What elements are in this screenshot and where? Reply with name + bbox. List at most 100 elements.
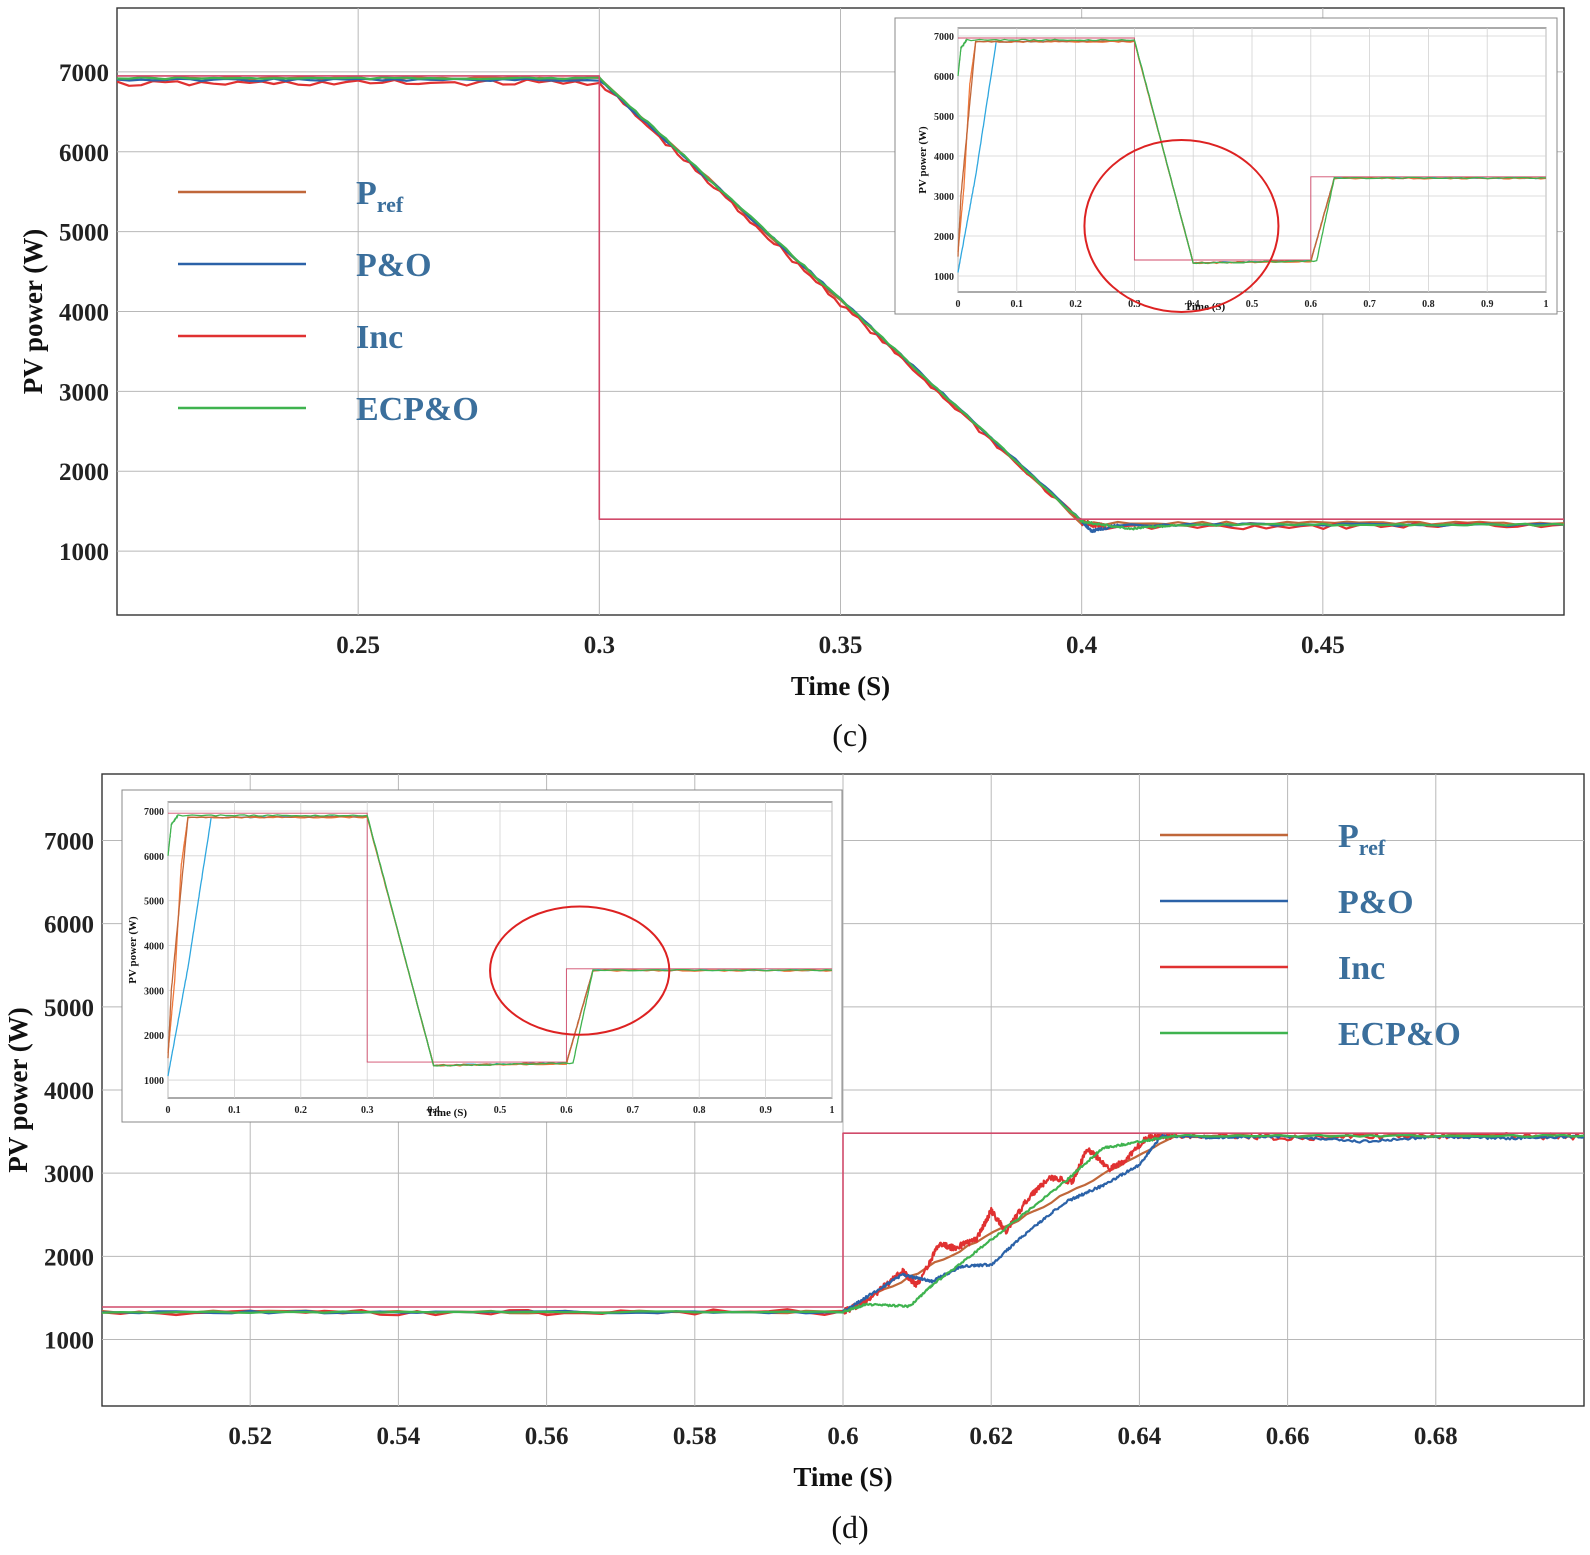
x-tick-label: 0.6 bbox=[827, 1423, 858, 1450]
inset-x-tick-label: 1 bbox=[1544, 299, 1549, 310]
inset-y-tick-label: 1000 bbox=[144, 1076, 164, 1087]
legend-label-main: P&O bbox=[1338, 884, 1414, 921]
inset-series-line-ecpo bbox=[957, 38, 1547, 265]
y-tick-label: 3000 bbox=[59, 379, 109, 406]
inset-series-line-ref_step bbox=[958, 37, 1546, 261]
inset-x-tick-label: 0.7 bbox=[1363, 299, 1376, 310]
x-tick-label: 0.68 bbox=[1414, 1423, 1458, 1450]
legend-label-sub: ref bbox=[377, 192, 404, 217]
y-tick-label: 7000 bbox=[59, 60, 109, 87]
legend: Pref P&O Inc ECP&O bbox=[1160, 818, 1461, 1053]
series-line-po bbox=[102, 1134, 1584, 1315]
x-tick-label: 0.62 bbox=[969, 1423, 1013, 1450]
panel-label: (c) bbox=[832, 717, 868, 753]
inset-x-tick-label: 0.9 bbox=[1481, 299, 1494, 310]
y-tick-label: 1000 bbox=[44, 1327, 94, 1354]
y-tick-label: 6000 bbox=[44, 912, 94, 939]
legend-label-po: P&O bbox=[1338, 884, 1414, 921]
inset-y-tick-label: 2000 bbox=[934, 232, 954, 243]
x-tick-label: 0.4 bbox=[1066, 632, 1098, 659]
inset-x-tick-label: 0.9 bbox=[759, 1105, 772, 1116]
inset-x-tick-label: 0.4 bbox=[1187, 299, 1200, 310]
series-group bbox=[117, 75, 1564, 534]
legend-label-main: P&O bbox=[356, 247, 432, 284]
inset-y-tick-label: 3000 bbox=[934, 192, 954, 203]
inset-x-tick-label: 0.8 bbox=[693, 1105, 706, 1116]
inset-series-line-ref_step bbox=[168, 812, 832, 1063]
x-tick-label: 0.45 bbox=[1301, 632, 1345, 659]
x-axis-label: Time (S) bbox=[791, 671, 890, 701]
inset-x-axis-label: Time (S) bbox=[427, 1107, 468, 1119]
inset-x-tick-label: 0.3 bbox=[361, 1105, 374, 1116]
inset-y-tick-label: 4000 bbox=[934, 152, 954, 163]
legend-label-main: ECP&O bbox=[356, 391, 479, 428]
inset-y-tick-label: 3000 bbox=[144, 986, 164, 997]
inset-y-tick-label: 1000 bbox=[934, 272, 954, 283]
inset-y-tick-label: 5000 bbox=[144, 897, 164, 908]
series-line-ecpo bbox=[102, 1133, 1584, 1315]
y-tick-label: 5000 bbox=[44, 995, 94, 1022]
legend-label-main: P bbox=[1338, 818, 1359, 855]
inset-x-tick-label: 0.2 bbox=[295, 1105, 308, 1116]
inset-y-tick-label: 5000 bbox=[934, 112, 954, 123]
inset-chart: 1000 2000 3000 4000 5000 6000 7000 0 0.1 0.2 0.3 0.… bbox=[894, 17, 1558, 315]
x-tick-label: 0.52 bbox=[228, 1423, 272, 1450]
legend-label-main: Inc bbox=[1338, 950, 1385, 987]
x-axis-label: Time (S) bbox=[793, 1462, 892, 1492]
x-tick-label: 0.56 bbox=[525, 1423, 569, 1450]
legend-label-po: P&O bbox=[356, 247, 432, 284]
inset-x-tick-label: 0.2 bbox=[1069, 299, 1082, 310]
legend-label-pref: Pref bbox=[1338, 818, 1386, 860]
x-tick-label: 0.35 bbox=[819, 632, 863, 659]
legend-label-inc: Inc bbox=[356, 319, 403, 356]
inset-x-tick-label: 0.6 bbox=[1305, 299, 1318, 310]
x-tick-label: 0.3 bbox=[584, 632, 615, 659]
inset-x-tick-label: 0.5 bbox=[1246, 299, 1259, 310]
inset-background bbox=[894, 17, 1558, 315]
inset-y-tick-label: 2000 bbox=[144, 1031, 164, 1042]
inset-x-tick-label: 0.3 bbox=[1128, 299, 1141, 310]
inset-x-tick-label: 0.7 bbox=[627, 1105, 640, 1116]
y-tick-label: 2000 bbox=[59, 459, 109, 486]
y-tick-label: 5000 bbox=[59, 220, 109, 247]
legend-label-pref: Pref bbox=[356, 175, 404, 217]
y-axis-label: PV power (W) bbox=[18, 229, 48, 394]
inset-x-tick-label: 0 bbox=[166, 1105, 171, 1116]
y-tick-label: 4000 bbox=[59, 300, 109, 327]
inset-x-tick-label: 0.1 bbox=[228, 1105, 241, 1116]
inset-y-tick-label: 4000 bbox=[144, 942, 164, 953]
legend-label-main: Inc bbox=[356, 319, 403, 356]
x-tick-label: 0.66 bbox=[1266, 1423, 1310, 1450]
x-tick-label: 0.58 bbox=[673, 1423, 717, 1450]
inset-chart: 1000 2000 3000 4000 5000 6000 7000 0 0.1 0.2 0.3 0.… bbox=[121, 789, 843, 1123]
inset-x-tick-label: 0.4 bbox=[427, 1105, 440, 1116]
legend-label-main: ECP&O bbox=[1338, 1016, 1461, 1053]
legend-label-inc: Inc bbox=[1338, 950, 1385, 987]
inset-background bbox=[121, 789, 843, 1123]
inset-y-tick-label: 6000 bbox=[934, 72, 954, 83]
inset-y-axis-label: PV power (W) bbox=[917, 126, 929, 194]
inset-x-tick-label: 0 bbox=[956, 299, 961, 310]
legend-label-main: P bbox=[356, 175, 377, 212]
y-axis-label: PV power (W) bbox=[3, 1007, 33, 1172]
series-line-ref_step bbox=[117, 75, 1564, 520]
x-tick-label: 0.64 bbox=[1118, 1423, 1162, 1450]
inset-highlight-ellipse bbox=[489, 905, 671, 1036]
inset-x-tick-label: 0.8 bbox=[1422, 299, 1435, 310]
y-tick-label: 7000 bbox=[44, 829, 94, 856]
inset-y-axis-label: PV power (W) bbox=[127, 916, 139, 984]
chart-d: 1000 2000 3000 4000 5000 6000 7000 0.52 0.54 0.56… bbox=[3, 773, 1585, 1545]
x-tick-label: 0.25 bbox=[336, 632, 380, 659]
inset-series-line-ecpo bbox=[167, 814, 833, 1067]
x-tick-label: 0.54 bbox=[377, 1423, 421, 1450]
inset-x-axis-label: Time (S) bbox=[1185, 301, 1226, 313]
y-tick-label: 2000 bbox=[44, 1244, 94, 1271]
y-tick-label: 1000 bbox=[59, 539, 109, 566]
y-tick-label: 6000 bbox=[59, 140, 109, 167]
inset-x-tick-label: 0.5 bbox=[494, 1105, 507, 1116]
inset-x-tick-label: 0.6 bbox=[560, 1105, 573, 1116]
legend-label-ecpo: ECP&O bbox=[356, 391, 479, 428]
inset-y-tick-label: 7000 bbox=[144, 807, 164, 818]
